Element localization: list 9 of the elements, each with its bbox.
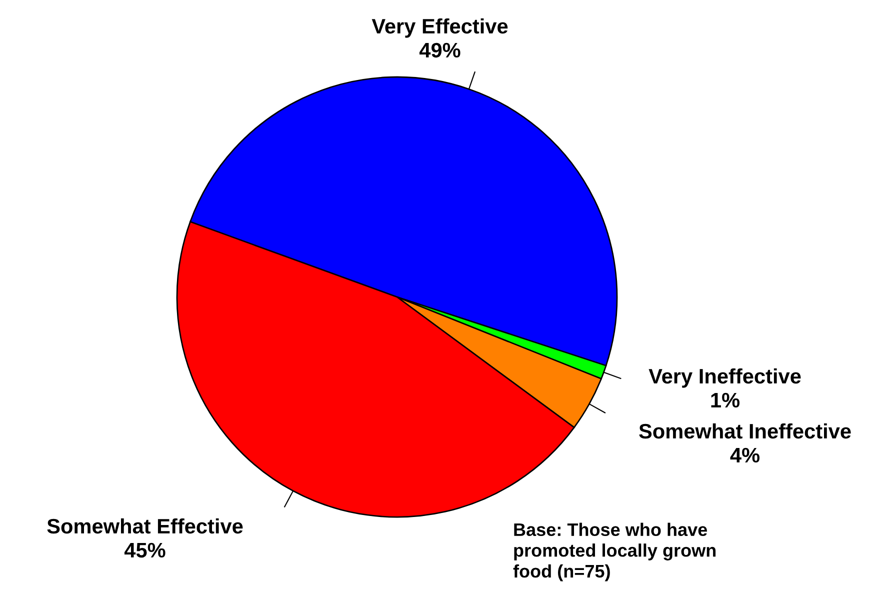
slice-label: Somewhat Ineffective [639,423,851,439]
data-label: 1% [711,392,740,408]
data-label: 49% [419,42,460,58]
data-label: 45% [124,542,166,558]
legend-label: Very Ineffective [648,368,801,388]
text: Base: Those who have promoted locally grown food (n=75) [513,522,716,582]
slice-label: Somewhat Effective [47,518,243,534]
slice-label: Very Effective [372,18,508,38]
data-label: 4% [730,448,760,463]
